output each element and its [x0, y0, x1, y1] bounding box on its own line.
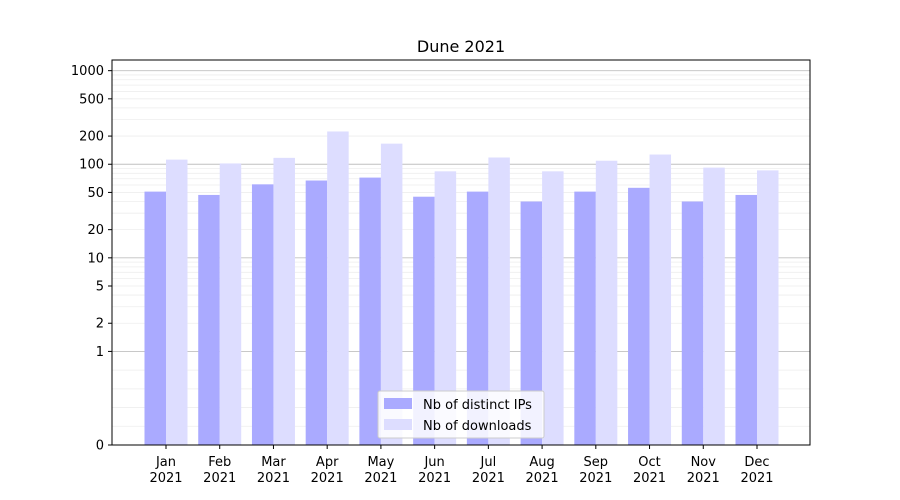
- y-tick-label: 200: [79, 130, 104, 145]
- x-tick-label-month: Jan: [155, 455, 176, 470]
- bar-downloads: [219, 163, 242, 445]
- x-tick-label-month: Jun: [423, 455, 444, 470]
- bar-distinct-ips: [413, 196, 435, 445]
- bar-downloads: [542, 171, 564, 445]
- bar-distinct-ips: [628, 187, 650, 445]
- y-tick-label: 5: [96, 280, 104, 295]
- bar-downloads: [703, 167, 725, 445]
- legend-swatch-distinct-ips: [384, 398, 412, 409]
- bar-downloads: [380, 143, 403, 445]
- x-tick-label-month: Aug: [529, 455, 554, 470]
- bar-distinct-ips: [251, 184, 274, 445]
- legend: Nb of distinct IPs Nb of downloads: [377, 390, 545, 439]
- x-axis-ticks: Jan2021Feb2021Mar2021Apr2021May2021Jun20…: [149, 445, 774, 486]
- x-tick-label-year: 2021: [687, 471, 720, 486]
- legend-box: [377, 390, 545, 439]
- y-tick-label: 500: [79, 92, 104, 107]
- x-tick-label-year: 2021: [311, 471, 344, 486]
- bar-distinct-ips: [198, 194, 220, 445]
- bar-downloads: [757, 170, 779, 445]
- x-tick-label-year: 2021: [740, 471, 773, 486]
- x-tick-label-year: 2021: [364, 471, 397, 486]
- bar-distinct-ips: [359, 177, 381, 446]
- bar-distinct-ips: [574, 191, 596, 445]
- x-tick-label-year: 2021: [149, 471, 182, 486]
- bar-distinct-ips: [520, 201, 543, 445]
- x-tick-label-month: Nov: [691, 455, 717, 470]
- y-tick-label: 100: [79, 158, 104, 173]
- bar-downloads: [327, 131, 349, 446]
- x-tick-label-month: Jul: [480, 455, 497, 470]
- bar-distinct-ips: [466, 191, 489, 445]
- bar-distinct-ips: [305, 180, 328, 446]
- bar-distinct-ips: [144, 191, 166, 445]
- bar-downloads: [166, 159, 188, 445]
- x-tick-label-month: May: [367, 455, 394, 470]
- legend-swatch-downloads: [384, 419, 412, 430]
- y-tick-label: 10: [87, 251, 104, 266]
- y-tick-label: 1: [96, 345, 104, 360]
- bar-distinct-ips: [681, 201, 704, 445]
- bar-downloads: [649, 154, 672, 445]
- x-tick-label-year: 2021: [526, 471, 559, 486]
- x-tick-label-month: Mar: [261, 455, 286, 470]
- x-tick-label-year: 2021: [257, 471, 290, 486]
- x-tick-label-month: Feb: [208, 455, 231, 470]
- x-tick-label-month: Apr: [316, 455, 339, 470]
- y-tick-label: 0: [96, 439, 104, 454]
- plot-frame: [111, 59, 811, 446]
- x-tick-label-month: Oct: [638, 455, 660, 470]
- bars: [144, 131, 779, 446]
- bar-downloads: [488, 157, 510, 445]
- y-tick-label: 20: [87, 223, 104, 238]
- x-tick-label-month: Dec: [744, 455, 769, 470]
- legend-label-distinct-ips: Nb of distinct IPs: [423, 398, 532, 413]
- x-tick-label-year: 2021: [472, 471, 505, 486]
- x-tick-label-year: 2021: [203, 471, 236, 486]
- y-axis-ticks: 0 1 2 5 10 20 50 100 200 500 1000: [71, 64, 112, 454]
- x-tick-label-year: 2021: [579, 471, 612, 486]
- x-tick-label-month: Sep: [584, 455, 609, 470]
- bar-downloads: [595, 160, 618, 446]
- bar-downloads: [434, 171, 457, 445]
- x-tick-label-year: 2021: [418, 471, 451, 486]
- bar-distinct-ips: [735, 194, 757, 445]
- y-tick-label: 1000: [71, 64, 104, 79]
- chart-title: Dune 2021: [417, 37, 505, 56]
- bar-downloads: [273, 157, 295, 446]
- legend-label-downloads: Nb of downloads: [423, 419, 532, 434]
- y-tick-label: 2: [96, 317, 104, 332]
- y-tick-label: 50: [87, 186, 104, 201]
- x-tick-label-year: 2021: [633, 471, 666, 486]
